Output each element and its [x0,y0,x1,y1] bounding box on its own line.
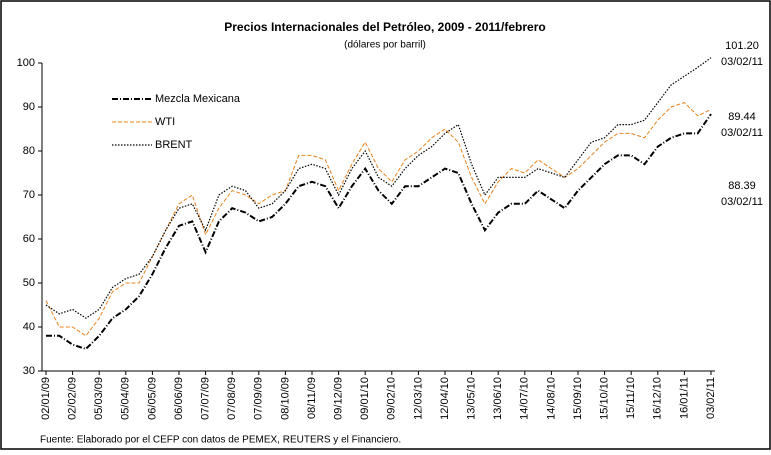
legend-label: WTI [155,116,175,128]
chart-title: Precios Internacionales del Petróleo, 20… [224,20,545,34]
y-tick-label: 60 [23,233,35,245]
series-line [45,57,712,319]
x-tick-label: 02/01/09 [40,377,52,420]
y-tick-label: 50 [23,277,35,289]
x-tick-label: 15/10/10 [599,377,611,420]
x-tick-label: 13/06/10 [492,377,504,420]
annotation-date: 03/02/11 [721,196,763,208]
y-tick-label: 80 [23,145,35,157]
annotation-date: 03/02/11 [721,56,763,68]
x-tick-label: 02/02/09 [67,377,79,420]
x-tick-label: 07/07/09 [200,377,212,420]
series-line [45,102,712,337]
annotation-date: 03/02/11 [721,127,763,139]
x-tick-label: 09/01/10 [359,377,371,420]
annotation-value: 88.39 [728,180,756,192]
y-tick-label: 90 [23,101,35,113]
x-tick-label: 07/08/09 [226,377,238,420]
x-tick-label: 09/02/10 [386,377,398,420]
x-tick-label: 07/09/09 [253,377,265,420]
y-tick-label: 100 [17,57,35,69]
chart-subtitle: (dólares por barril) [344,40,426,51]
x-tick-label: 05/04/09 [120,377,132,420]
x-tick-label: 15/09/10 [572,377,584,420]
x-tick-label: 06/06/09 [173,377,185,420]
x-tick-label: 05/03/09 [93,377,105,420]
annotation-value: 101.20 [725,40,759,52]
x-tick-label: 16/12/10 [652,377,664,420]
x-tick-label: 15/11/10 [625,377,637,419]
legend-label: BRENT [155,139,193,151]
series-line [46,113,712,351]
y-tick-label: 70 [23,189,35,201]
x-tick-label: 06/05/09 [146,377,158,420]
x-tick-label: 12/04/10 [439,377,451,420]
x-tick-label: 12/03/10 [412,377,424,420]
x-tick-label: 08/11/09 [306,377,318,419]
x-tick-label: 13/05/10 [466,377,478,420]
legend-label: Mezcla Mexicana [155,93,241,105]
source-note: Fuente: Elaborado por el CEFP con datos … [40,435,401,446]
x-tick-label: 09/12/09 [333,377,345,420]
annotation-value: 89.44 [728,111,756,123]
x-tick-label: 08/10/09 [279,377,291,420]
x-tick-label: 03/02/11 [705,377,717,419]
x-tick-label: 14/07/10 [519,377,531,420]
x-tick-label: 14/08/10 [545,377,557,420]
y-tick-label: 40 [23,321,35,333]
x-tick-label: 16/01/11 [678,377,690,419]
y-tick-label: 30 [23,365,35,377]
